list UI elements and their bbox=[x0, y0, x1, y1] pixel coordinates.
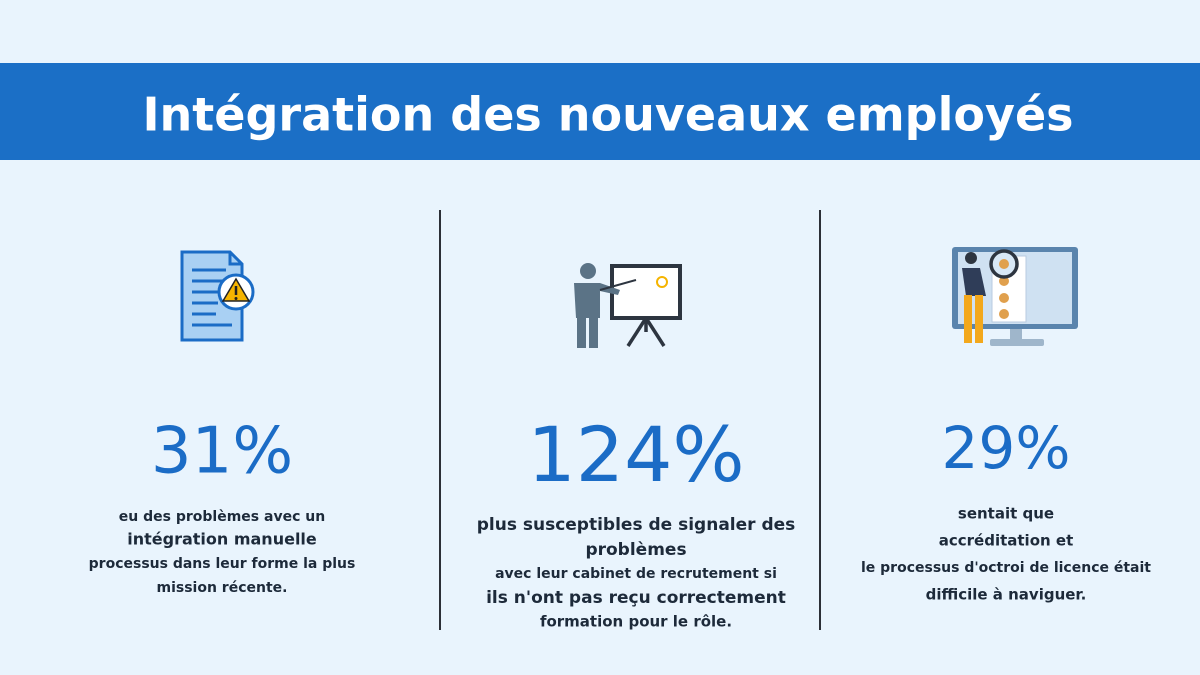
description-line: eu des problèmes avec un bbox=[119, 509, 325, 525]
description-line: difficile à naviguer. bbox=[926, 586, 1087, 604]
description-line: le processus d'octroi de licence était bbox=[861, 560, 1151, 576]
description-line: formation pour le rôle. bbox=[540, 613, 732, 631]
recruitment-icon bbox=[952, 247, 1078, 346]
description-line: mission récente. bbox=[157, 580, 288, 596]
description-line: problèmes bbox=[585, 540, 686, 560]
description-line: avec leur cabinet de recrutement si bbox=[495, 566, 777, 582]
description-line: plus susceptibles de signaler des bbox=[477, 515, 796, 535]
presenter-icon bbox=[574, 263, 682, 348]
description-line: ils n'ont pas reçu correctement bbox=[486, 588, 786, 608]
description-line: intégration manuelle bbox=[127, 530, 317, 549]
stat-value: 124% bbox=[527, 410, 744, 499]
stat-value: 29% bbox=[942, 414, 1071, 482]
page-title: Intégration des nouveaux employés bbox=[142, 88, 1073, 142]
description-line: accréditation et bbox=[939, 532, 1074, 550]
description-line: processus dans leur forme la plus bbox=[89, 556, 356, 572]
title-banner bbox=[0, 63, 1200, 160]
description-line: sentait que bbox=[958, 505, 1054, 523]
stat-value: 31% bbox=[151, 415, 293, 489]
document-warning-icon bbox=[180, 250, 255, 342]
